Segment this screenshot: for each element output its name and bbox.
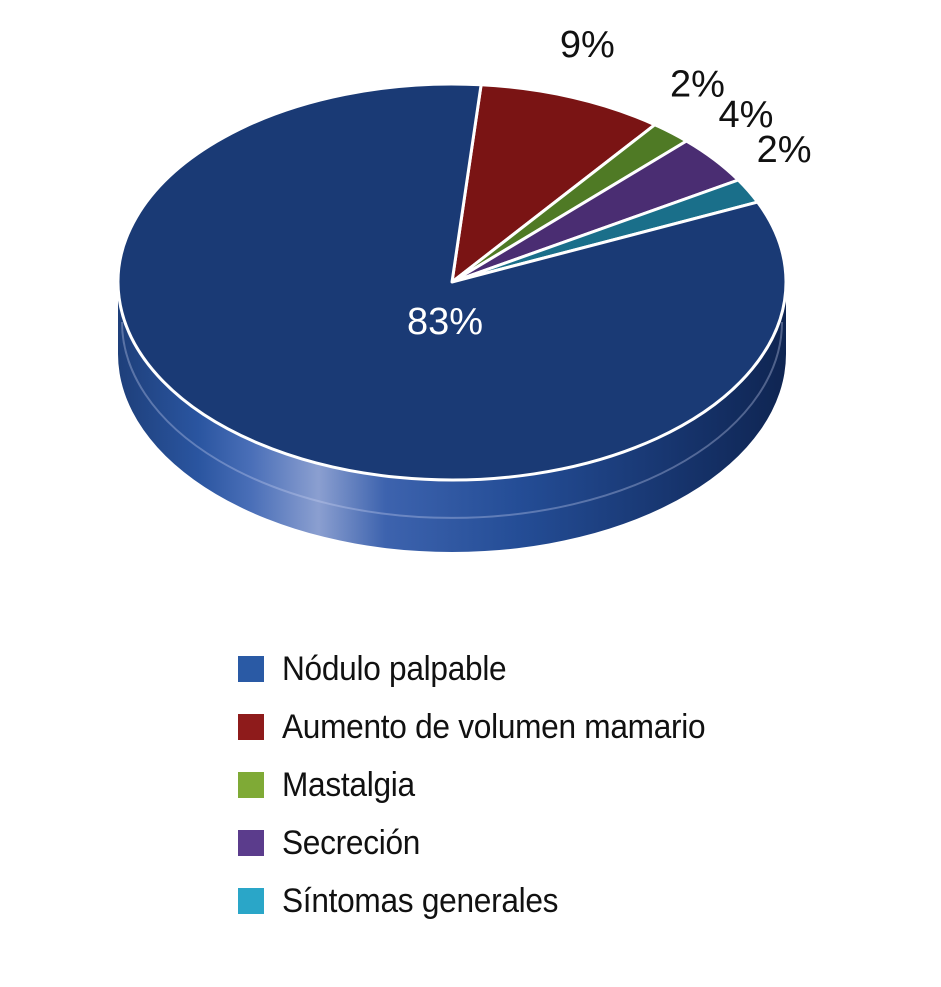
legend-item: Mastalgia bbox=[238, 756, 737, 814]
data-label-5: 2% bbox=[757, 129, 812, 171]
legend-item: Síntomas generales bbox=[238, 872, 737, 930]
pie-data-labels: 9% 2%4%2% 83% bbox=[407, 24, 812, 343]
legend-item: Nódulo palpable bbox=[238, 640, 737, 698]
legend-label: Mastalgia bbox=[282, 765, 415, 804]
pie-slice-2 bbox=[450, 83, 657, 284]
legend-swatch bbox=[238, 830, 264, 856]
pie-slices bbox=[116, 82, 788, 482]
pie-side-wall bbox=[118, 282, 786, 552]
data-label-3: 2% bbox=[670, 64, 725, 106]
legend-label: Secreción bbox=[282, 823, 421, 862]
pie-side-band bbox=[118, 282, 786, 552]
data-label-4: 4% bbox=[719, 94, 774, 136]
legend-swatch bbox=[238, 656, 264, 682]
pie-side-highlight bbox=[121, 321, 783, 519]
data-label-2: 9% bbox=[560, 24, 615, 66]
legend-label: Nódulo palpable bbox=[282, 649, 507, 688]
pie-slice-1 bbox=[116, 82, 788, 482]
legend-swatch bbox=[238, 714, 264, 740]
data-label-1: 83% bbox=[407, 301, 483, 343]
legend-item: Secreción bbox=[238, 814, 737, 872]
legend-item: Aumento de volumen mamario bbox=[238, 698, 737, 756]
legend: Nódulo palpable Aumento de volumen mamari… bbox=[238, 640, 737, 930]
legend-swatch bbox=[238, 888, 264, 914]
legend-label: Aumento de volumen mamario bbox=[282, 707, 706, 746]
legend-label: Síntomas generales bbox=[282, 881, 559, 920]
legend-swatch bbox=[238, 772, 264, 798]
